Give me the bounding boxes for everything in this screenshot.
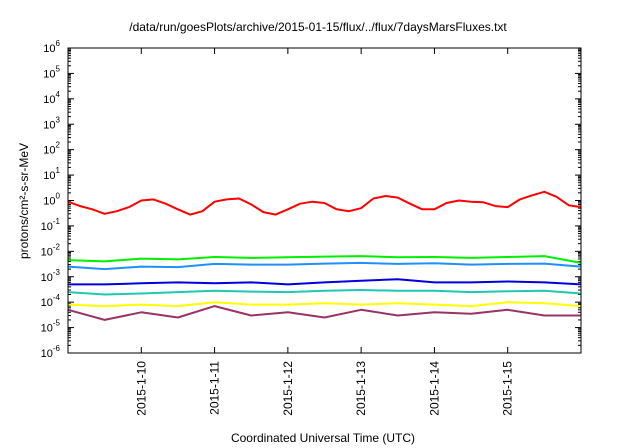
y-tick-label: 10-3 [41, 268, 61, 284]
x-tick-label: 2015-1-15 [501, 361, 515, 416]
y-tick-label: 10-1 [41, 217, 61, 233]
series-line-6 [67, 301, 582, 308]
x-tick-label: 2015-1-10 [134, 361, 148, 416]
series-line-1 [67, 190, 582, 216]
svg-text:protons/cm²-s-sr-MeV: protons/cm²-s-sr-MeV [17, 143, 31, 259]
series-line-2 [67, 255, 582, 264]
y-tick-label: 10-6 [41, 344, 61, 360]
series-line-4 [68, 278, 582, 286]
series-line-3 [67, 261, 582, 271]
series-layer [67, 190, 582, 321]
x-axis-ticks: 2015-1-10 2015-1-11 2015-1-12 2015-1-13 2015… [134, 48, 515, 416]
y-tick-label: 105 [43, 64, 60, 80]
x-tick-label: 2015-1-14 [427, 361, 441, 416]
y-tick-label: 106 [43, 39, 60, 55]
y-tick-label: 100 [43, 192, 60, 208]
x-tick-label: 2015-1-12 [281, 361, 295, 416]
y-tick-label: 10-2 [41, 242, 61, 258]
y-tick-label: 103 [43, 115, 60, 131]
y-axis-ticks: 10-6 10-5 10-4 10-3 10-2 10-1 100 101 102 103 104 1… [41, 39, 581, 360]
x-tick-label: 2015-1-11 [208, 361, 222, 415]
y-tick-label: 101 [43, 166, 60, 182]
x-axis-label: Coordinated Universal Time (UTC) [231, 431, 415, 445]
series-line-7 [67, 305, 581, 321]
series-line-5 [67, 289, 582, 296]
chart-title: /data/run/goesPlots/archive/2015-01-15/f… [129, 20, 507, 34]
y-axis-label: protons/cm²-s-sr-MeV [17, 143, 31, 259]
x-tick-label: 2015-1-13 [354, 361, 368, 416]
y-tick-label: 104 [43, 90, 60, 106]
plot-frame [67, 47, 582, 354]
y-tick-label: 102 [43, 141, 60, 157]
y-tick-label: 10-4 [41, 293, 61, 309]
y-tick-label: 10-5 [41, 319, 61, 335]
